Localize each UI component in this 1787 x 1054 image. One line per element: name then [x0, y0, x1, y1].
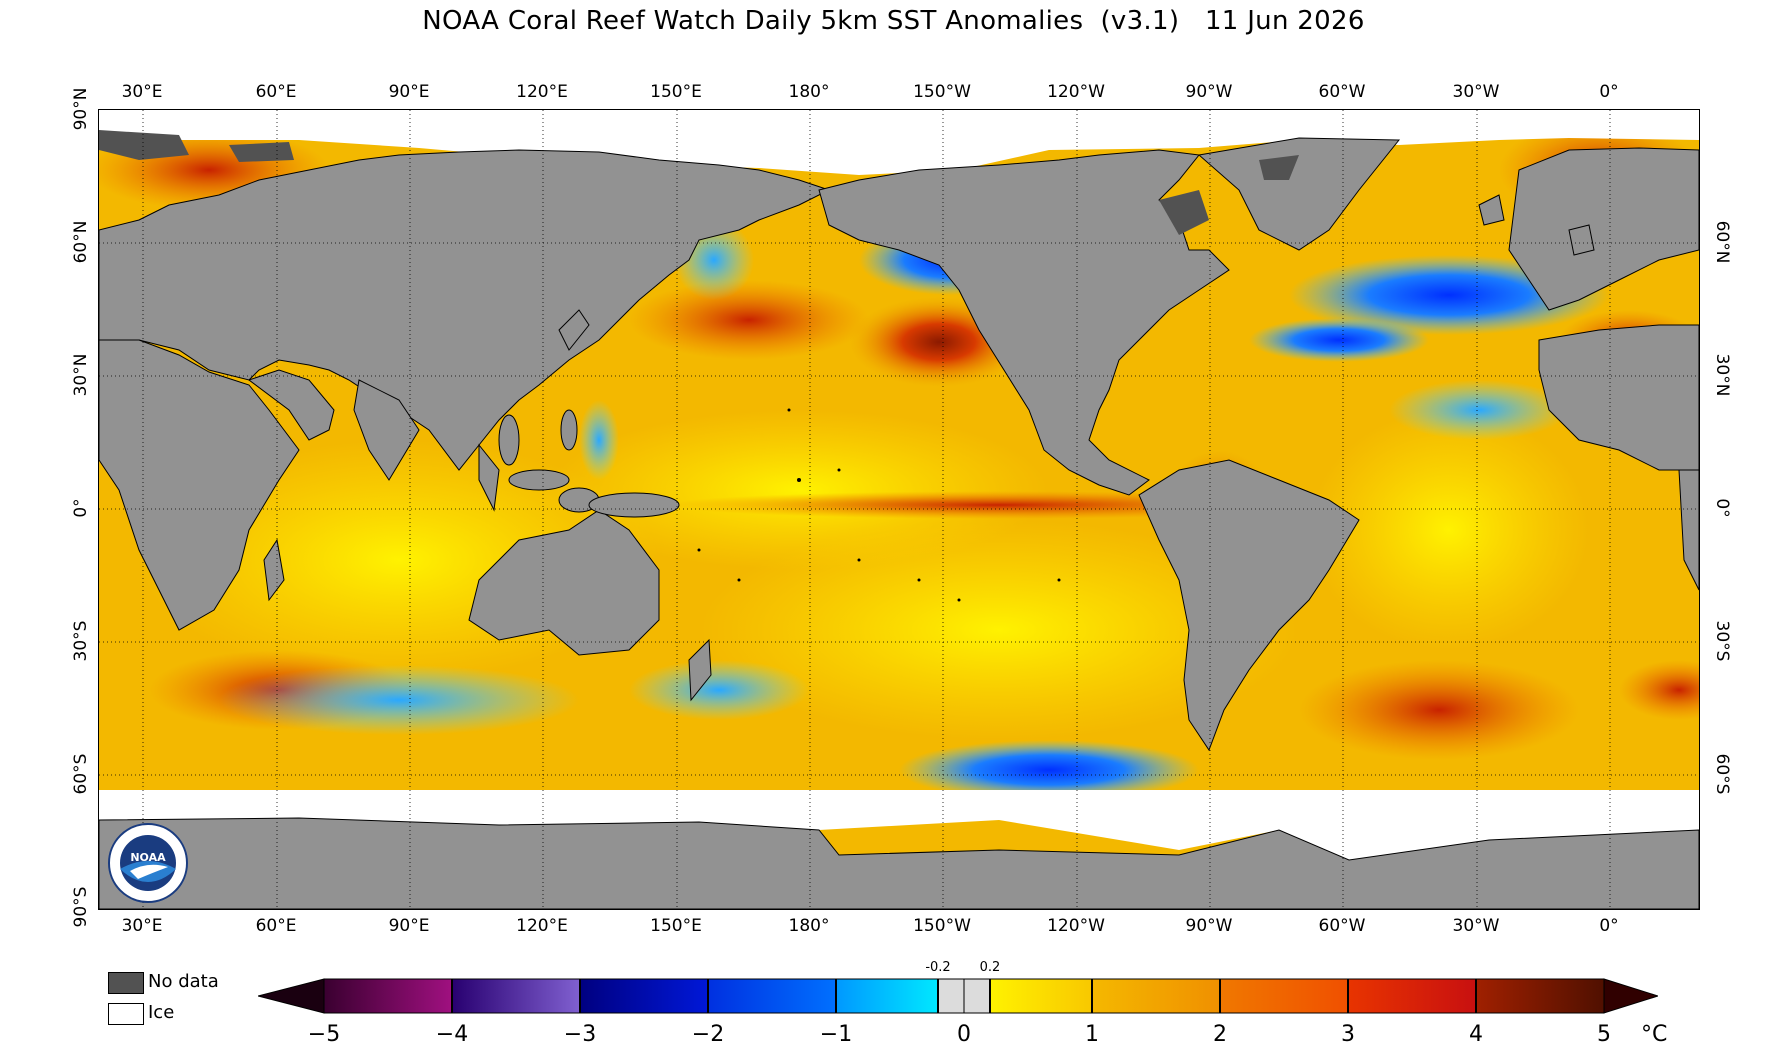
colorbar-tick-label: 1	[1085, 1022, 1099, 1047]
west-africa	[1538, 324, 1699, 471]
antarctic-ice	[99, 790, 1699, 860]
lon-top-label: 0°	[1599, 82, 1619, 102]
australia	[468, 509, 660, 656]
southern-ocean-cool	[899, 740, 1199, 800]
greenland	[1197, 137, 1401, 251]
lon-top-label: 120°W	[1047, 82, 1105, 102]
lat-right-label: 0°	[1712, 498, 1732, 518]
ice-label: Ice	[148, 1002, 175, 1023]
lon-top-label: 150°E	[650, 82, 702, 102]
lat-right-label: 30°N	[1712, 353, 1732, 397]
lon-top-label: 60°W	[1318, 82, 1366, 102]
noaa-logo-text: NOAA	[130, 851, 166, 864]
india	[353, 379, 420, 481]
no-data-arctic	[99, 130, 189, 160]
pacific-islands	[697, 408, 1061, 602]
lon-bottom-label: 150°W	[913, 916, 971, 936]
new-guinea	[588, 492, 680, 518]
british-isles	[1568, 224, 1595, 256]
lon-bottom-label: 180°	[788, 916, 830, 936]
iceland	[1478, 194, 1505, 226]
colorbar-small-tick-pos: 0.2	[979, 960, 1001, 975]
colorbar-high-arrow	[1603, 978, 1658, 1014]
colorbar-tick-label: −4	[435, 1022, 469, 1047]
lon-top-label: 150°W	[913, 82, 971, 102]
lat-left-label: 60°N	[71, 220, 91, 264]
map-title: NOAA Coral Reef Watch Daily 5km SST Anom…	[422, 6, 1365, 36]
lon-top-label: 120°E	[516, 82, 568, 102]
colorbar-tick-label: 3	[1341, 1022, 1355, 1047]
lon-bottom-label: 90°W	[1185, 916, 1233, 936]
no-data-swatch	[108, 972, 144, 994]
madagascar	[263, 538, 285, 602]
lon-bottom-label: 60°W	[1318, 916, 1366, 936]
north-america	[818, 149, 1230, 496]
no-data-label: No data	[148, 971, 219, 992]
lon-top-label: 90°E	[388, 82, 430, 102]
lon-bottom-label: 0°	[1599, 916, 1619, 936]
lon-bottom-label: 30°E	[121, 916, 163, 936]
africa	[99, 339, 300, 631]
colorbar-tick-label: −1	[819, 1022, 853, 1047]
arctic-ice	[99, 110, 1699, 175]
graticule	[99, 110, 1699, 909]
new-zealand	[688, 638, 712, 702]
colorbar-tick-label: 2	[1213, 1022, 1227, 1047]
lon-bottom-label: 120°W	[1047, 916, 1105, 936]
ice-swatch	[108, 1003, 144, 1025]
map-canvas	[99, 110, 1699, 909]
colorbar-tick-label: −2	[691, 1022, 725, 1047]
lon-bottom-label: 90°E	[388, 916, 430, 936]
eurasia	[99, 149, 831, 471]
lon-top-label: 90°W	[1185, 82, 1233, 102]
colorbar-low-arrow	[258, 978, 325, 1014]
lat-left-label: 90°S	[71, 886, 91, 928]
colorbar-tick-label: −3	[563, 1022, 597, 1047]
lon-top-label: 60°E	[255, 82, 297, 102]
lat-right-label: 60°S	[1712, 753, 1732, 795]
colorbar-tick-label: 0	[957, 1022, 971, 1047]
antarctica	[99, 817, 1699, 909]
lat-right-label: 60°N	[1712, 220, 1732, 264]
lon-bottom-label: 60°E	[255, 916, 297, 936]
europe	[1508, 147, 1699, 311]
lat-left-label: 30°N	[71, 353, 91, 397]
colorbar-small-tick-neg: -0.2	[925, 960, 951, 975]
sst-anomaly-map	[98, 109, 1700, 910]
lat-left-label: 60°S	[71, 753, 91, 795]
lat-left-label: 0°	[71, 498, 91, 518]
lon-top-label: 30°W	[1452, 82, 1500, 102]
lon-top-label: 30°E	[121, 82, 163, 102]
south-america	[1138, 459, 1360, 752]
japan	[558, 309, 590, 351]
no-data-hudson	[1159, 190, 1209, 235]
lat-left-label: 90°N	[71, 87, 91, 131]
lat-right-label: 30°S	[1712, 620, 1732, 662]
noaa-logo: NOAA	[108, 823, 188, 903]
lon-top-label: 180°	[788, 82, 830, 102]
colorbar-tick-label: −5	[307, 1022, 341, 1047]
lat-left-label: 30°S	[71, 620, 91, 662]
lon-bottom-label: 30°W	[1452, 916, 1500, 936]
lon-bottom-label: 120°E	[516, 916, 568, 936]
colorbar-unit: °C	[1641, 1022, 1668, 1047]
colorbar-tick-label: 5	[1597, 1022, 1611, 1047]
colorbar	[258, 978, 1658, 1014]
lon-bottom-label: 150°E	[650, 916, 702, 936]
colorbar-tick-label: 4	[1469, 1022, 1483, 1047]
